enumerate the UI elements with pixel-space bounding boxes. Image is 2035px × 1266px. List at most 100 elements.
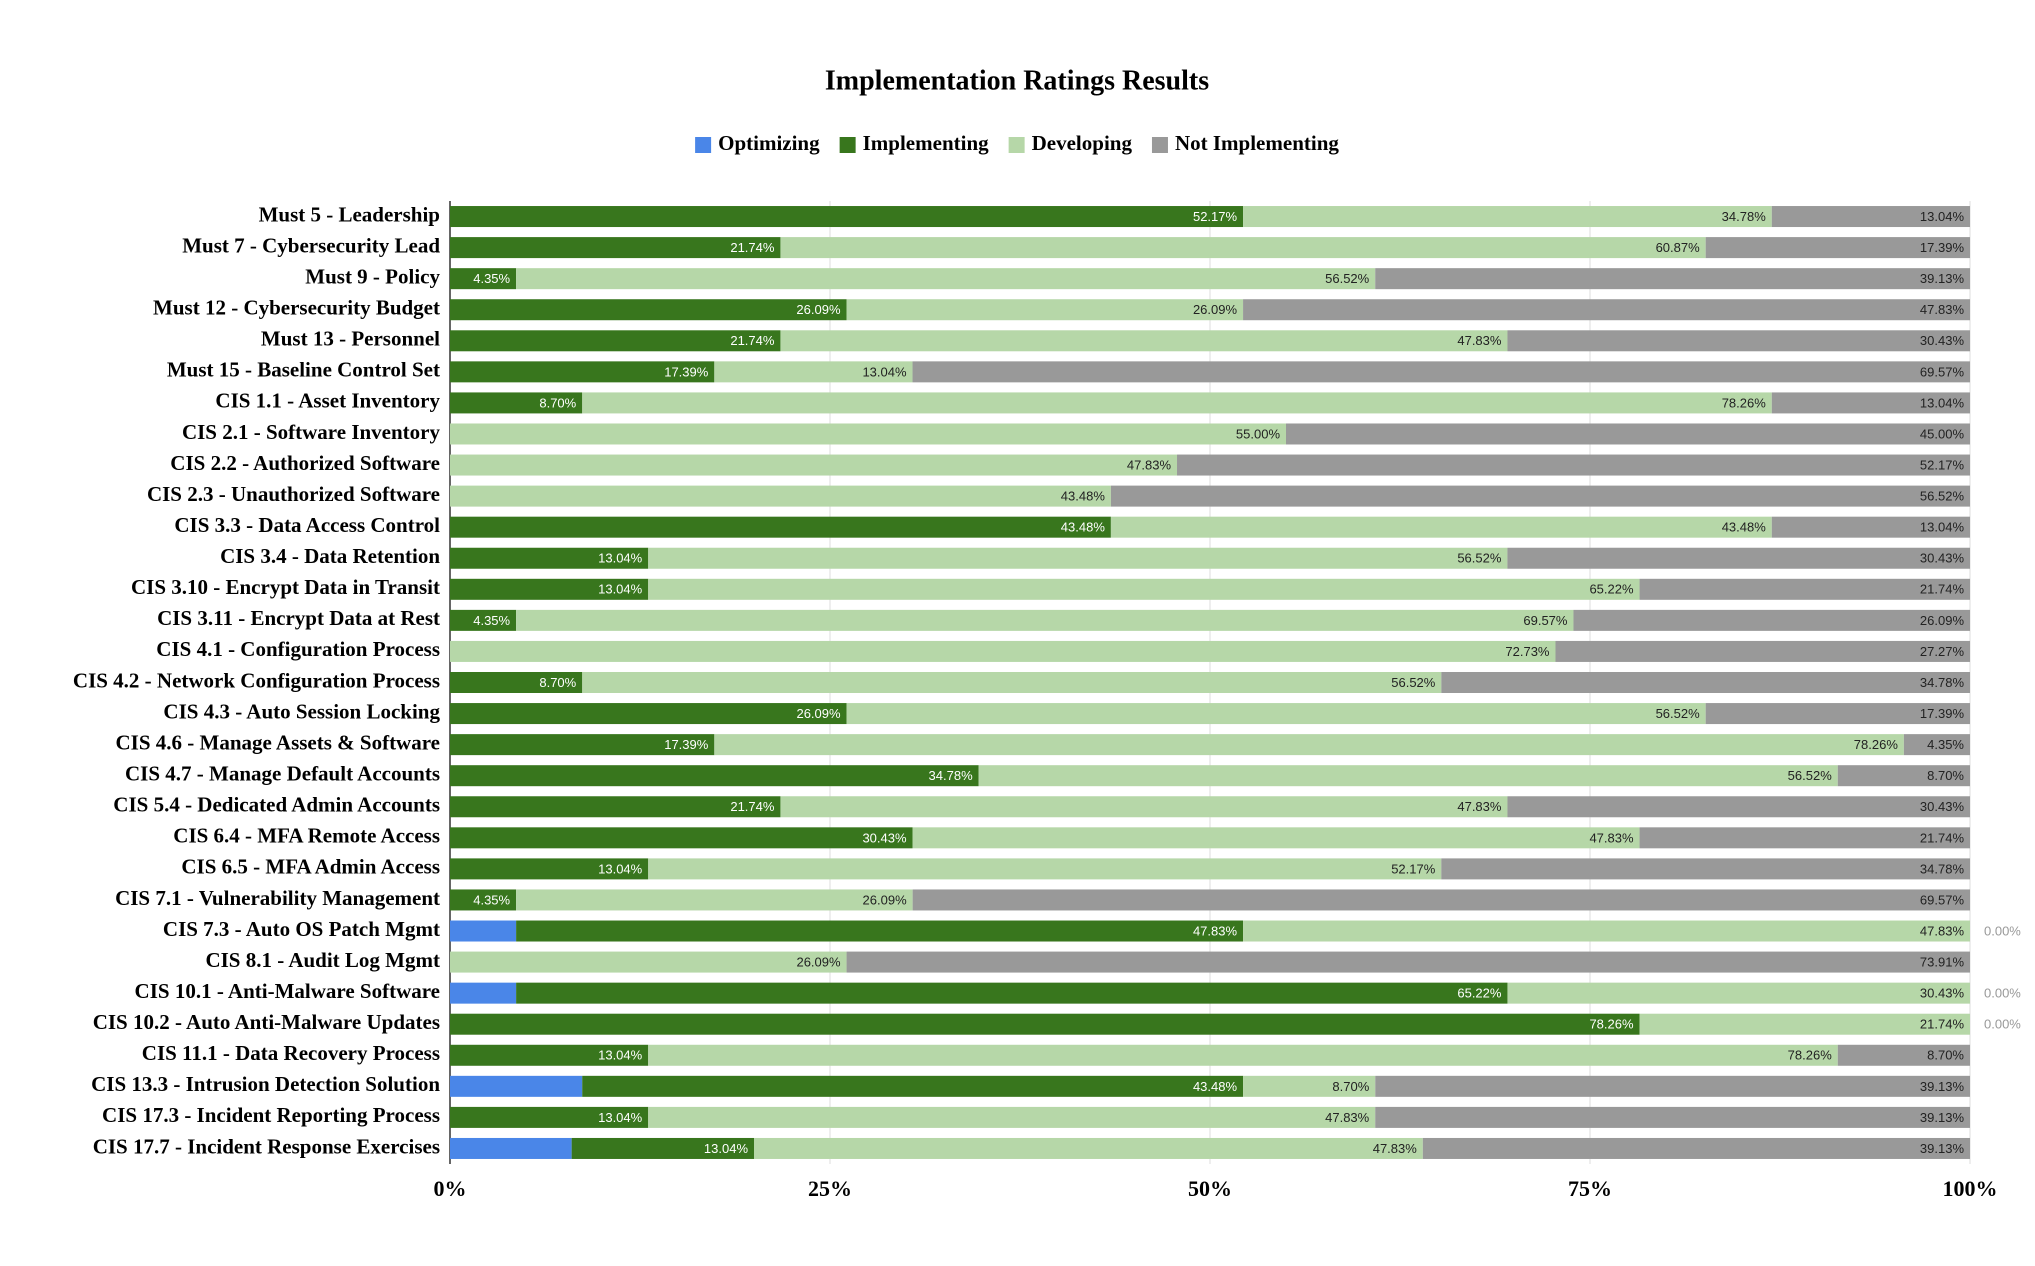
data-label: 26.09%: [796, 955, 841, 970]
data-label: 56.52%: [1920, 489, 1965, 504]
data-label: 47.83%: [1325, 1110, 1370, 1125]
data-label: 26.09%: [863, 892, 908, 907]
bar-segment: [1375, 268, 1970, 290]
bar-segment: [1837, 1044, 1970, 1066]
bar-segment: [780, 237, 1706, 259]
data-label: 78.26%: [1854, 737, 1899, 752]
data-label: 65.22%: [1589, 582, 1634, 597]
data-label: 13.04%: [862, 364, 907, 379]
bar-segment: [450, 516, 1111, 538]
bar-segment: [450, 1137, 572, 1159]
data-label: 69.57%: [1523, 613, 1568, 628]
y-tick-label: Must 7 - Cybersecurity Lead: [182, 233, 440, 257]
data-label: 17.39%: [1920, 706, 1965, 721]
bar-segment: [450, 920, 517, 942]
data-label: 30.43%: [1920, 333, 1965, 348]
bar-segment: [1771, 392, 1970, 414]
bar-segment: [582, 392, 1772, 414]
data-label: 65.22%: [1457, 986, 1502, 1001]
data-label: 8.70%: [1332, 1079, 1369, 1094]
data-label: 78.26%: [1722, 395, 1767, 410]
data-label: 0.00%: [1984, 1017, 2021, 1032]
y-tick-label: CIS 3.3 - Data Access Control: [174, 513, 440, 537]
data-label: 4.35%: [473, 892, 510, 907]
bar-segment: [450, 485, 1111, 507]
y-tick-label: CIS 10.1 - Anti-Malware Software: [135, 979, 440, 1003]
bar-segment: [1639, 827, 1970, 849]
data-label: 0.00%: [1984, 986, 2021, 1001]
bar-segment: [846, 299, 1244, 321]
bar-segment: [1507, 330, 1970, 352]
legend-label: Developing: [1032, 131, 1133, 155]
x-tick-label: 50%: [1188, 1176, 1232, 1201]
data-label: 21.74%: [1920, 1017, 1965, 1032]
data-label: 8.70%: [539, 675, 576, 690]
bar-segment: [516, 889, 913, 911]
bar-segment: [450, 547, 649, 569]
bar-segment: [450, 672, 583, 693]
legend-swatch: [1151, 137, 1168, 153]
data-label: 8.70%: [1927, 1048, 1964, 1063]
bar-segment: [516, 609, 1574, 631]
bar-segment: [780, 796, 1508, 818]
bar-segment: [1837, 765, 1970, 787]
bar-segment: [516, 920, 1244, 942]
data-label: 17.39%: [664, 364, 709, 379]
bar-segment: [450, 206, 1244, 228]
data-label: 78.26%: [1788, 1048, 1833, 1063]
y-tick-label: CIS 7.3 - Auto OS Patch Mgmt: [163, 917, 440, 941]
bar-segment: [450, 1075, 583, 1097]
bar-segment: [846, 703, 1706, 725]
legend: Optimizing Implementing Developing Not Impl…: [695, 131, 1339, 155]
bar-segment: [1507, 796, 1970, 818]
data-label: 21.74%: [730, 240, 775, 255]
data-label: 17.39%: [1920, 240, 1965, 255]
data-label: 56.52%: [1325, 271, 1370, 286]
data-label: 34.78%: [929, 768, 974, 783]
y-tick-label: CIS 5.4 - Dedicated Admin Accounts: [113, 793, 440, 817]
data-label: 55.00%: [1236, 426, 1281, 441]
data-label: 43.48%: [1061, 489, 1106, 504]
data-label: 47.83%: [1193, 923, 1238, 938]
data-label: 13.04%: [598, 1110, 643, 1125]
data-label: 69.57%: [1920, 364, 1965, 379]
y-tick-label: CIS 7.1 - Vulnerability Management: [115, 886, 440, 910]
chart-title: Implementation Ratings Results: [825, 65, 1209, 96]
bar-segment: [714, 734, 1904, 756]
bar-segment: [450, 609, 517, 631]
data-label: 30.43%: [1920, 986, 1965, 1001]
data-label: 52.17%: [1391, 861, 1436, 876]
x-tick-label: 75%: [1568, 1176, 1612, 1201]
bar-segment: [516, 268, 1376, 290]
y-tick-label: Must 13 - Personnel: [261, 327, 440, 351]
data-label: 13.04%: [1920, 209, 1965, 224]
data-label: 21.74%: [1920, 582, 1965, 597]
legend-label: Optimizing: [718, 131, 820, 155]
data-label: 47.83%: [1920, 923, 1965, 938]
bar-segment: [912, 827, 1640, 849]
y-tick-label: CIS 17.3 - Incident Reporting Process: [102, 1103, 440, 1127]
data-label: 13.04%: [598, 582, 643, 597]
data-label: 47.83%: [1589, 830, 1634, 845]
bar-segment: [450, 951, 847, 973]
y-tick-label: CIS 2.1 - Software Inventory: [182, 420, 441, 444]
bar-segment: [450, 703, 847, 725]
data-label: 45.00%: [1920, 426, 1965, 441]
data-label: 39.13%: [1920, 1079, 1965, 1094]
data-label: 69.57%: [1920, 892, 1965, 907]
data-label: 56.52%: [1788, 768, 1833, 783]
legend-swatch: [1008, 137, 1025, 153]
x-tick-label: 0%: [434, 1176, 467, 1201]
x-tick-label: 25%: [808, 1176, 852, 1201]
data-label: 21.74%: [730, 799, 775, 814]
data-label: 13.04%: [1920, 520, 1965, 535]
bar-segment: [1705, 703, 1970, 725]
data-label: 13.04%: [1920, 395, 1965, 410]
data-label: 0.00%: [1984, 923, 2021, 938]
bar-segment: [1441, 858, 1970, 880]
bar-segment: [1639, 1013, 1970, 1035]
bar-segment: [1110, 485, 1970, 507]
bar-segment: [648, 578, 1640, 600]
data-label: 39.13%: [1920, 1110, 1965, 1125]
bar-segment: [450, 392, 583, 414]
